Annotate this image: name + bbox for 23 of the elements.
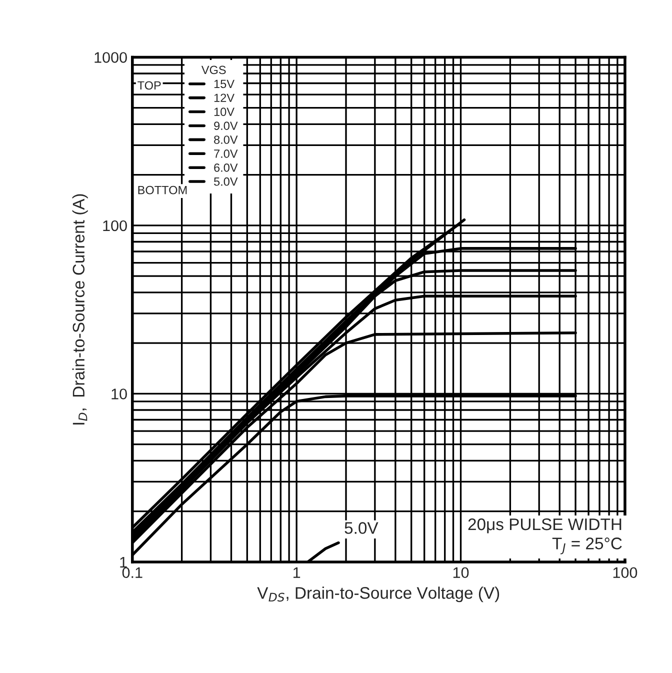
y-tick-label: 100: [103, 220, 127, 232]
annotation: 20μs PULSE WIDTH T$_{J}$ = 25°C: [468, 518, 622, 554]
legend-label: 9.0V: [214, 122, 238, 130]
annotation: TOP: [138, 81, 161, 90]
x-axis-title: V$_{DS}$, Drain-to-Source Voltage (V): [257, 586, 500, 602]
legend-label: 5.0V: [214, 177, 238, 186]
legend-label: 10V: [214, 108, 234, 116]
y-tick-label: 1: [120, 556, 127, 568]
y-tick-label: 10: [112, 388, 127, 400]
legend-label: 12V: [214, 94, 234, 102]
annotation: 5.0V: [344, 522, 378, 534]
annotation: BOTTOM: [138, 186, 187, 194]
legend-label: 8.0V: [214, 136, 238, 144]
legend-label: 15V: [214, 80, 234, 88]
legend-label: 6.0V: [214, 163, 238, 172]
legend-title: VGS: [201, 66, 226, 74]
x-tick-label: 100: [613, 567, 638, 578]
x-tick-label: 0.1: [122, 567, 142, 578]
x-tick-label: 10: [453, 567, 469, 578]
y-axis-title: I$_{D}$, Drain-to-Source Current (A): [72, 194, 88, 424]
x-tick-label: 1: [293, 567, 300, 578]
y-tick-label: 1000: [94, 52, 127, 63]
legend-label: 7.0V: [214, 150, 238, 158]
